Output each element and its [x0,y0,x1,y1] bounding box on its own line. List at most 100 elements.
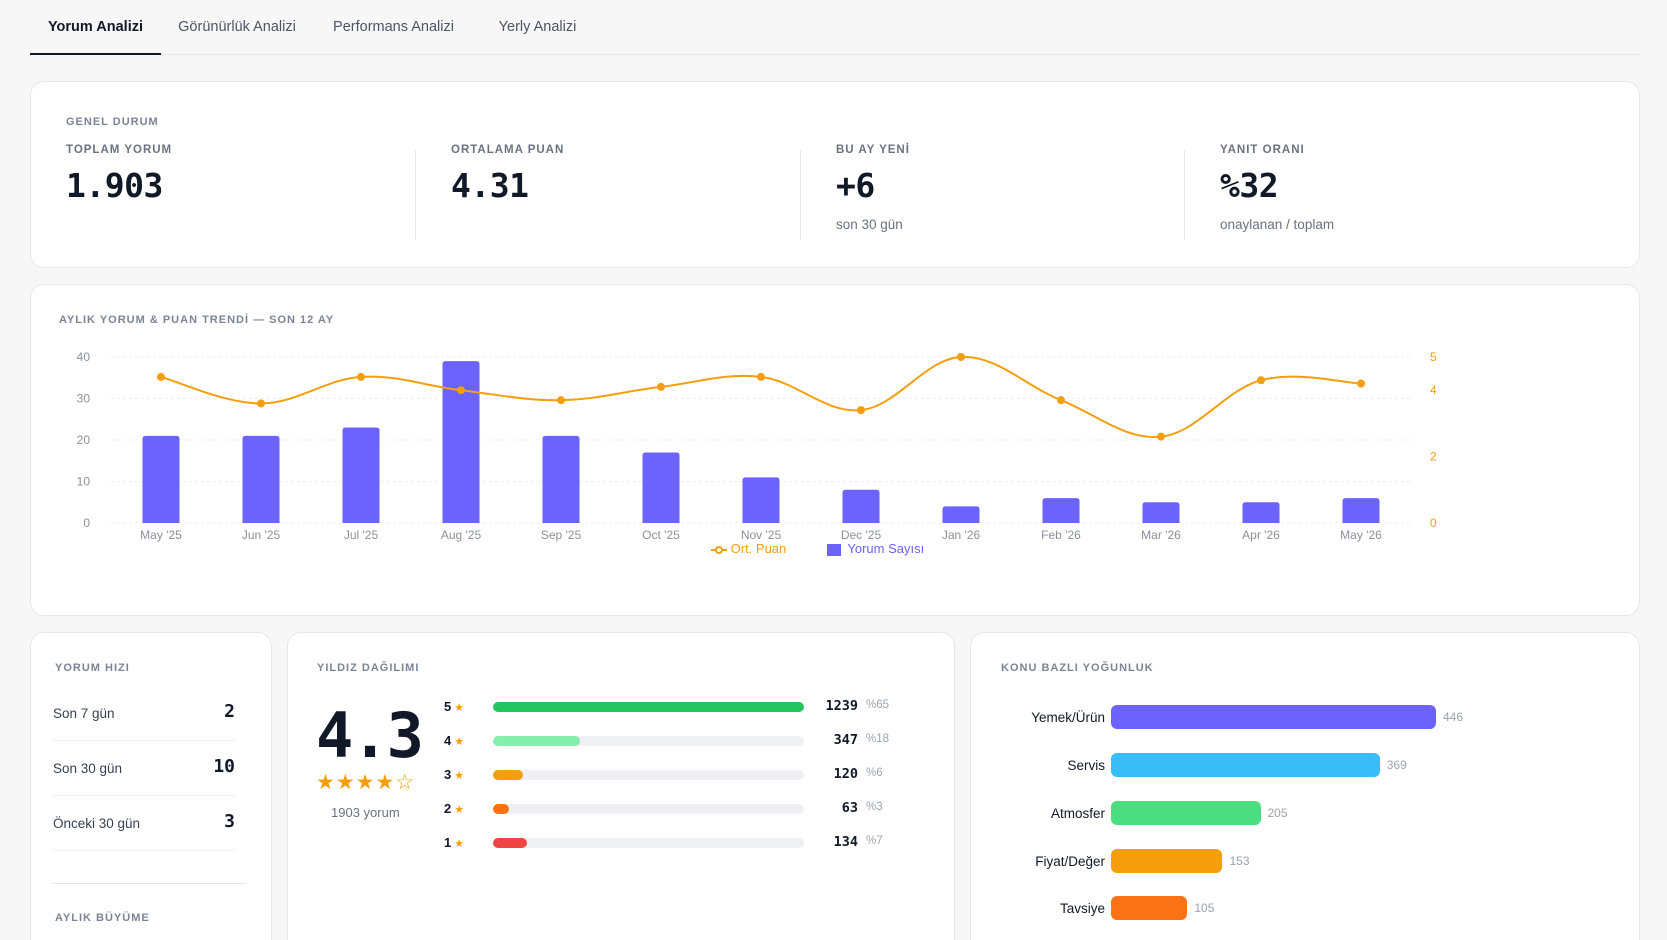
topic-bar[interactable] [1111,849,1223,873]
legend-label: Yorum Sayısı [847,541,925,556]
kpi-divider [415,150,416,240]
star-count: 63 [841,800,858,816]
topic-value: 446 [1443,710,1464,724]
topic-value: 205 [1267,806,1288,820]
topic-row: Tavsiye 105 [971,896,1571,922]
topic-label: Yemek/Ürün [1031,710,1105,725]
star-rating-icon: ★★★★☆ [316,771,416,794]
trend-card: AYLIK YORUM & PUAN TRENDİ — SON 12 AY 0 1… [30,284,1640,616]
trend-chart: 0 10 20 30 40 0 2 4 5 May '25 Jun '25 Jul '25 Aug '2… [77,350,1437,542]
legend-item-review-count[interactable]: Yorum Sayısı [827,541,924,556]
avg-rating-point [557,396,565,405]
topic-density-card: KONU BAZLI YOĞUNLUK Yemek/Ürün 446 Servis 3… [970,632,1640,940]
star-distribution-row: 5 ★ 1239 %65 [444,697,904,717]
avg-rating-point [957,353,965,361]
star-count: 120 [833,766,858,782]
speed-value: 3 [224,811,235,832]
avg-rating-point [1257,376,1265,385]
distribution-track [493,838,804,848]
topic-row: Fiyat/Değer 153 [971,849,1571,875]
bar-jul--25 [342,427,380,523]
bar-jun--25 [242,435,280,523]
star-distribution-row: 4 ★ 347 %18 [444,731,904,751]
kpi-new-this-month: BU AY YENİ +6 son 30 gün [836,144,1196,239]
star-count: 1239 [825,698,858,714]
x-tick-label: Sep '25 [541,528,582,542]
y-right-tick-label: 2 [1430,450,1437,464]
star-icon: ★ [454,736,465,748]
topic-label: Fiyat/Değer [1035,854,1105,869]
y-right-tick-label: 0 [1430,516,1437,530]
speed-value: 10 [213,756,235,777]
distribution-track [493,804,804,814]
speed-row: Önceki 30 gün 3 [53,799,235,851]
y-left-tick-label: 40 [77,350,91,364]
speed-row: Son 30 gün 10 [53,744,235,796]
average-rating: 4.3 [316,699,424,772]
divider [53,883,245,884]
rating-count: 1903 yorum [331,805,400,820]
star-level: 2 ★ [444,801,464,816]
kpi-label: ORTALAMA PUAN [451,144,565,156]
bar-marker-icon [827,543,841,556]
avg-rating-point [1157,432,1165,441]
bar-nov--25 [742,477,780,523]
star-distribution-title: YILDIZ DAĞILIMI [317,662,420,674]
topic-row: Servis 369 [971,753,1571,779]
speed-label: Son 7 gün [53,706,115,721]
star-level: 4 ★ [444,733,464,748]
star-level-number: 5 [444,699,452,714]
avg-rating-point [657,382,665,391]
topic-bar[interactable] [1111,801,1261,825]
star-icon: ★ [454,804,465,816]
kpi-divider [1184,150,1185,240]
x-tick-label: May '25 [140,528,182,542]
star-distribution-row: 2 ★ 63 %3 [444,799,904,819]
avg-rating-point [757,372,765,381]
distribution-fill [493,702,804,712]
avg-rating-point [157,372,165,381]
star-level: 3 ★ [444,767,464,782]
x-tick-label: Apr '26 [1242,528,1280,542]
distribution-fill [493,838,527,848]
topic-bar[interactable] [1111,896,1188,920]
overview-title: GENEL DURUM [66,116,159,128]
tab-performans-analizi[interactable]: Performans Analizi [333,19,454,35]
bar-aug--25 [442,361,480,523]
legend-item-avg-rating[interactable]: Ort. Puan [711,541,786,556]
kpi-total-reviews: TOPLAM YORUM 1.903 [66,144,426,239]
x-tick-label: Oct '25 [642,528,680,542]
star-percent: %3 [866,801,883,813]
tab-yerly-analizi[interactable]: Yerly Analizi [498,19,577,35]
topic-row: Yemek/Ürün 446 [971,705,1571,731]
x-tick-label: Jul '25 [344,528,379,542]
topic-row: Atmosfer 205 [971,801,1571,827]
avg-rating-point [1357,379,1365,388]
star-level: 5 ★ [444,699,464,714]
avg-rating-point [257,399,265,408]
tab-gorunurluk-analizi[interactable]: Görünürlük Analizi [178,19,296,35]
speed-label: Önceki 30 gün [53,816,141,831]
x-tick-label: Dec '25 [841,528,882,542]
topic-value: 153 [1229,854,1250,868]
topic-bar[interactable] [1111,705,1436,729]
y-left-tick-label: 10 [77,475,91,489]
y-left-tick-label: 30 [77,392,91,406]
kpi-label: BU AY YENİ [836,144,910,156]
kpi-divider [800,150,801,240]
distribution-fill [493,770,524,780]
bar-mar--26 [1142,502,1180,523]
topic-bar[interactable] [1111,753,1380,777]
star-percent: %7 [866,835,883,847]
star-level-number: 2 [444,801,452,816]
distribution-track [493,736,804,746]
speed-row: Son 7 gün 2 [53,689,235,741]
growth-title: AYLIK BÜYÜME [55,912,150,924]
star-level: 1 ★ [444,835,464,850]
kpi-value: +6 [836,166,875,205]
tab-yorum-analizi[interactable]: Yorum Analizi [30,0,161,55]
x-tick-label: May '26 [1340,528,1382,542]
star-distribution-row: 3 ★ 120 %6 [444,765,904,785]
x-tick-label: Jun '25 [242,528,281,542]
kpi-response-rate: YANIT ORANI %32 onaylanan / toplam [1220,144,1580,239]
